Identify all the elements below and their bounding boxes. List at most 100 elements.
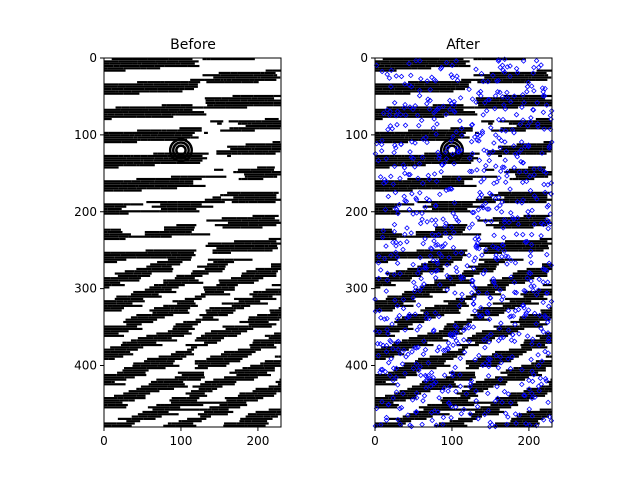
minutia-marker bbox=[387, 123, 394, 129]
fingerprint-ridge-segment bbox=[234, 325, 241, 328]
fingerprint-ridge-segment bbox=[391, 304, 414, 307]
fingerprint-ridge-segment bbox=[172, 58, 193, 61]
minutia-marker bbox=[542, 375, 549, 382]
minutia-marker bbox=[452, 322, 459, 329]
minutia-marker bbox=[407, 171, 413, 178]
fingerprint-ridge-segment bbox=[140, 138, 148, 141]
minutia-marker bbox=[499, 297, 505, 303]
fingerprint-ridge-segment bbox=[433, 383, 441, 386]
fingerprint-ridge-segment bbox=[170, 309, 174, 312]
minutia-marker bbox=[545, 399, 551, 406]
fingerprint-ridge-segment bbox=[249, 293, 258, 296]
fingerprint-ridge-segment bbox=[205, 387, 212, 390]
fingerprint-ridge-segment bbox=[190, 136, 199, 139]
fingerprint-ridge-segment bbox=[525, 274, 548, 277]
fingerprint-ridge-segment bbox=[250, 364, 264, 367]
fingerprint-ridge-segment bbox=[550, 332, 552, 335]
fingerprint-ridge-segment bbox=[217, 260, 235, 264]
fingerprint-ridge-segment bbox=[428, 380, 435, 384]
minutia-marker bbox=[383, 243, 389, 249]
fingerprint-ridge-segment bbox=[238, 198, 243, 201]
minutia-marker bbox=[501, 164, 507, 171]
minutia-marker bbox=[440, 103, 447, 110]
fingerprint-ridge-segment bbox=[160, 203, 178, 206]
minutia-marker bbox=[540, 417, 547, 423]
fingerprint-ridge-segment bbox=[268, 244, 278, 247]
fingerprint-ridge-segment bbox=[226, 284, 238, 287]
fingerprint-ridge-segment bbox=[269, 249, 273, 252]
fingerprint-ridge-segment bbox=[272, 122, 281, 125]
fingerprint-ridge-segment bbox=[477, 219, 499, 222]
subplot-title-after: After bbox=[446, 37, 480, 53]
minutia-marker bbox=[384, 270, 391, 277]
minutia-marker bbox=[415, 270, 421, 276]
fingerprint-ridge-segment bbox=[206, 81, 225, 84]
fingerprint-ridge-segment bbox=[435, 64, 459, 68]
fingerprint-ridge-segment bbox=[455, 274, 474, 277]
fingerprint-ridge-segment bbox=[104, 154, 119, 158]
fingerprint-ridge-segment bbox=[189, 159, 203, 162]
fingerprint-ridge-segment bbox=[511, 191, 522, 194]
minutia-marker bbox=[513, 420, 519, 427]
fingerprint-ridge-segment bbox=[198, 362, 211, 365]
fingerprint-ridge-segment bbox=[104, 207, 108, 211]
fingerprint-ridge-segment bbox=[535, 198, 552, 201]
minutia-marker bbox=[469, 277, 475, 283]
minutia-marker bbox=[410, 261, 416, 268]
fingerprint-ridge-segment bbox=[406, 254, 426, 257]
fingerprint-ridge-segment bbox=[237, 145, 245, 148]
minutia-marker bbox=[491, 140, 497, 146]
fingerprint-ridge-segment bbox=[259, 369, 275, 372]
minutia-marker bbox=[497, 354, 504, 360]
fingerprint-ridge-segment bbox=[531, 362, 535, 365]
minutia-marker bbox=[482, 344, 488, 351]
fingerprint-ridge-segment bbox=[539, 237, 552, 241]
fingerprint-ridge-segment bbox=[247, 318, 268, 321]
fingerprint-ridge-segment bbox=[459, 376, 476, 379]
fingerprint-ridge-segment bbox=[264, 78, 277, 81]
fingerprint-ridge-segment bbox=[190, 113, 207, 116]
fingerprint-ridge-segment bbox=[481, 200, 496, 204]
minutia-marker bbox=[496, 116, 502, 123]
fingerprint-ridge-segment bbox=[169, 406, 181, 409]
minutia-marker bbox=[436, 105, 442, 112]
fingerprint-ridge-segment bbox=[509, 200, 517, 204]
fingerprint-ridge-segment bbox=[420, 309, 442, 312]
fingerprint-ridge-segment bbox=[496, 106, 502, 109]
fingerprint-ridge-segment bbox=[491, 129, 513, 132]
fingerprint-ridge-segment bbox=[255, 145, 272, 148]
minutia-marker bbox=[413, 195, 419, 201]
fingerprint-ridge-segment bbox=[461, 346, 469, 349]
fingerprint-ridge-segment bbox=[195, 318, 202, 321]
minutia-marker bbox=[403, 198, 410, 205]
fingerprint-ridge-segment bbox=[253, 94, 274, 98]
fingerprint-ridge-segment bbox=[499, 286, 506, 289]
minutia-marker bbox=[402, 170, 408, 177]
minutia-marker bbox=[449, 100, 455, 107]
fingerprint-ridge-segment bbox=[481, 330, 503, 333]
fingerprint-ridge-segment bbox=[430, 362, 445, 365]
fingerprint-ridge-segment bbox=[375, 138, 396, 141]
fingerprint-ridge-segment bbox=[458, 417, 478, 420]
fingerprint-ridge-segment bbox=[153, 152, 158, 155]
fingerprint-ridge-segment bbox=[508, 371, 516, 374]
fingerprint-ridge-segment bbox=[414, 417, 427, 420]
fingerprint-ridge-segment bbox=[511, 274, 521, 277]
fingerprint-ridge-segment bbox=[457, 378, 472, 381]
minutia-marker bbox=[380, 110, 387, 117]
fingerprint-ridge-segment bbox=[213, 410, 234, 414]
fingerprint-ridge-segment bbox=[167, 200, 178, 204]
fingerprint-ridge-segment bbox=[147, 270, 153, 273]
fingerprint-ridge-segment bbox=[482, 383, 488, 386]
fingerprint-ridge-segment bbox=[389, 279, 411, 282]
minutia-marker bbox=[518, 139, 525, 145]
fingerprint-ridge-segment bbox=[498, 221, 520, 224]
fingerprint-ridge-segment bbox=[404, 362, 422, 365]
minutia-marker bbox=[545, 338, 552, 344]
minutia-marker bbox=[393, 365, 400, 372]
fingerprint-ridge-segment bbox=[118, 353, 134, 356]
fingerprint-ridge-segment bbox=[210, 58, 233, 61]
minutia-marker bbox=[465, 325, 472, 331]
fingerprint-ridge-segment bbox=[216, 383, 235, 386]
fingerprint-ridge-segment bbox=[385, 113, 395, 116]
